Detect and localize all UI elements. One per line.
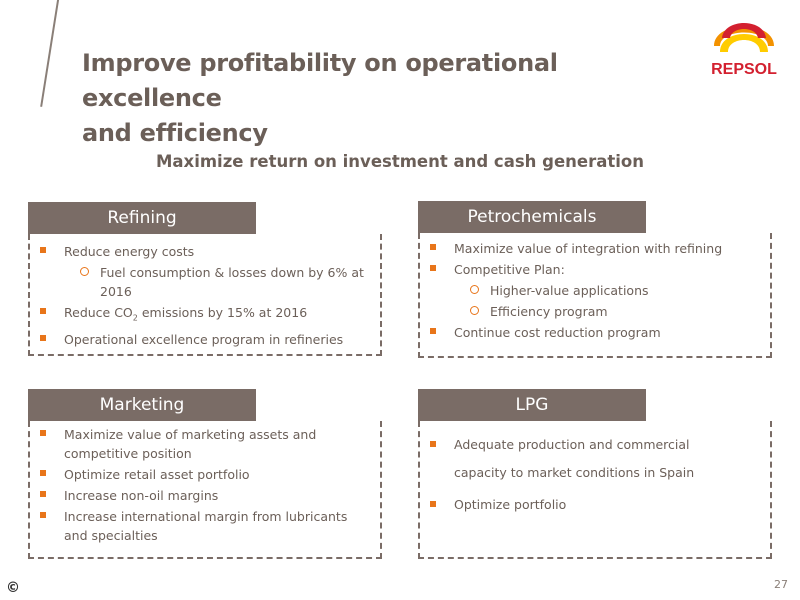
title-accent-line bbox=[40, 0, 60, 107]
list-item: Adequate production and commercial capac… bbox=[420, 431, 730, 487]
refining-box: Reduce energy costs Fuel consumption & l… bbox=[28, 234, 382, 356]
list-item: Higher-value applications bbox=[420, 281, 770, 300]
marketing-box: Maximize value of marketing assets and c… bbox=[28, 421, 382, 559]
petrochemicals-box: Maximize value of integration with refin… bbox=[418, 233, 772, 358]
list-item: Optimize retail asset portfolio bbox=[30, 465, 362, 484]
subtitle: Maximize return on investment and cash g… bbox=[156, 152, 644, 171]
lpg-box: Adequate production and commercial capac… bbox=[418, 421, 772, 559]
list-item: Maximize value of integration with refin… bbox=[420, 239, 770, 258]
tab-marketing: Marketing bbox=[28, 389, 256, 421]
page-title: Improve profitability on operational exc… bbox=[82, 46, 682, 151]
list-item: Reduce CO2 emissions by 15% at 2016 bbox=[30, 303, 380, 328]
repsol-logo-icon: REPSOL bbox=[711, 23, 777, 78]
list-item: Increase international margin from lubri… bbox=[30, 507, 362, 545]
list-item: Fuel consumption & losses down by 6% at … bbox=[30, 263, 380, 301]
list-item: Increase non-oil margins bbox=[30, 486, 362, 505]
page-number: 27 bbox=[774, 578, 788, 591]
copyright-mark: © bbox=[6, 580, 20, 596]
list-item: Optimize portfolio bbox=[420, 491, 730, 519]
tab-petrochemicals: Petrochemicals bbox=[418, 201, 646, 233]
list-item: Competitive Plan: bbox=[420, 260, 770, 279]
list-item: Continue cost reduction program bbox=[420, 323, 770, 342]
list-item: Maximize value of marketing assets and c… bbox=[30, 425, 362, 463]
tab-refining: Refining bbox=[28, 202, 256, 234]
repsol-logo: REPSOL bbox=[700, 10, 788, 80]
title-line-1: Improve profitability on operational exc… bbox=[82, 49, 558, 112]
list-item: Reduce energy costs bbox=[30, 242, 380, 261]
logo-wordmark: REPSOL bbox=[711, 61, 777, 78]
title-line-2: and efficiency bbox=[82, 119, 268, 147]
list-item: Operational excellence program in refine… bbox=[30, 330, 380, 349]
tab-lpg: LPG bbox=[418, 389, 646, 421]
list-item: Efficiency program bbox=[420, 302, 770, 321]
